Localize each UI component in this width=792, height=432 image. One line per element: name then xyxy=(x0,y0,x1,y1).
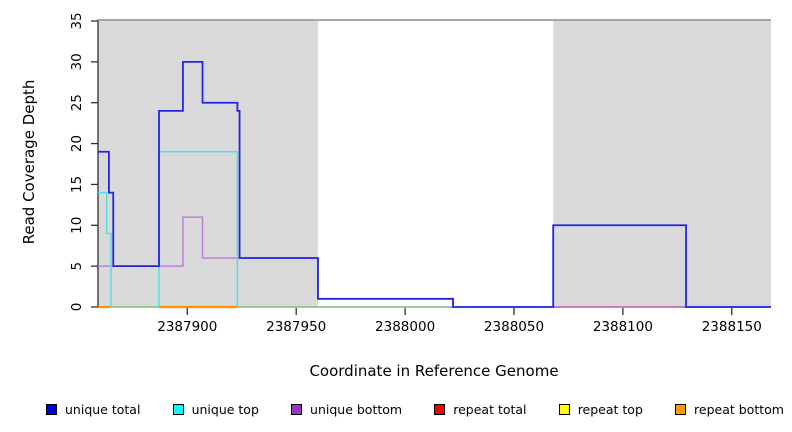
y-tick-label: 15 xyxy=(69,176,85,193)
x-axis-title: Coordinate in Reference Genome xyxy=(309,362,559,380)
legend-item-unique-top: unique top xyxy=(172,401,259,417)
x-tick-label: 2388000 xyxy=(375,319,435,335)
legend-label: repeat top xyxy=(577,401,643,417)
y-tick-label: 25 xyxy=(69,94,85,111)
x-tick-label: 2387950 xyxy=(266,319,326,335)
legend-swatch-unique-top xyxy=(172,403,184,415)
legend-item-unique-total: unique total xyxy=(46,402,140,417)
y-tick-label: 5 xyxy=(69,262,85,271)
legend-label: unique top xyxy=(191,401,259,417)
legend-swatch-repeat-total xyxy=(434,403,446,415)
legend-swatch-unique-total xyxy=(46,403,57,415)
legend-label: unique total xyxy=(65,401,141,417)
legend-label: unique bottom xyxy=(310,401,403,417)
y-tick-label: 0 xyxy=(69,303,85,312)
legend-item-repeat-top: repeat top xyxy=(558,401,643,417)
legend-swatch-repeat-bottom xyxy=(675,403,687,415)
x-tick-label: 2387900 xyxy=(157,319,217,335)
legend-label: repeat total xyxy=(453,401,527,417)
x-tick-label: 2388050 xyxy=(484,319,544,335)
y-tick-label: 10 xyxy=(69,217,85,234)
shaded-repeat-region xyxy=(98,20,318,307)
legend-label: repeat bottom xyxy=(694,401,784,417)
legend-item-repeat-bottom: repeat bottom xyxy=(675,402,784,417)
y-tick-label: 30 xyxy=(69,53,85,70)
legend: unique total unique top unique bottom repea… xyxy=(46,398,784,420)
y-tick-label: 35 xyxy=(69,12,85,29)
y-axis-title: Read Coverage Depth xyxy=(20,79,38,245)
x-tick-label: 2388150 xyxy=(702,319,762,335)
x-tick-label: 2388100 xyxy=(593,319,653,335)
y-tick-label: 20 xyxy=(69,135,85,152)
series-line-unique-total xyxy=(98,60,771,308)
shaded-repeat-region xyxy=(553,20,771,307)
legend-item-unique-bottom: unique bottom xyxy=(291,402,402,417)
legend-swatch-unique-bottom xyxy=(291,403,303,415)
legend-swatch-repeat-top xyxy=(558,403,570,415)
legend-item-repeat-total: repeat total xyxy=(434,401,527,417)
